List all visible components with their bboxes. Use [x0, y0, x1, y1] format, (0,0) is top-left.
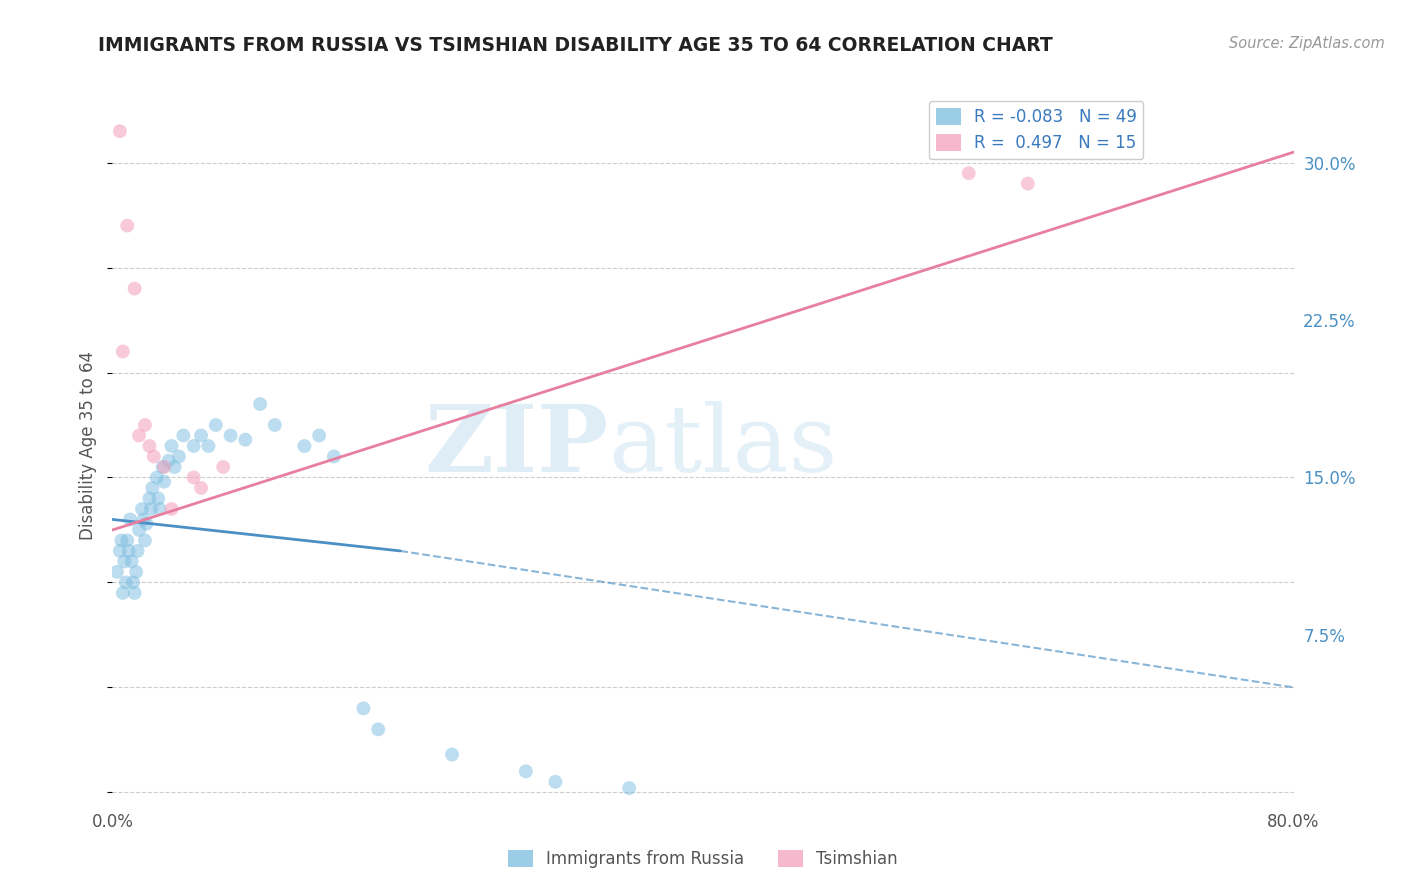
Point [160, 439, 183, 453]
Point [132, 512, 155, 526]
Point [127, 544, 149, 558]
Point [183, 470, 205, 484]
Point [124, 282, 146, 296]
Y-axis label: Disability Age 35 to 64: Disability Age 35 to 64 [79, 351, 97, 541]
Point [323, 450, 346, 464]
Point [167, 450, 190, 464]
Point [172, 428, 194, 442]
Point [157, 453, 180, 467]
Point [122, 575, 145, 590]
Point [114, 575, 136, 590]
Point [138, 491, 160, 506]
Point [118, 544, 141, 558]
Point [105, 565, 128, 579]
Legend: R = -0.083   N = 49, R =  0.497   N = 15: R = -0.083 N = 49, R = 0.497 N = 15 [929, 101, 1143, 159]
Point [135, 516, 157, 531]
Point [441, 747, 464, 762]
Point [163, 460, 186, 475]
Text: ZIP: ZIP [425, 401, 609, 491]
Point [139, 502, 162, 516]
Point [183, 439, 205, 453]
Point [1017, 177, 1039, 191]
Point [134, 417, 156, 432]
Point [367, 723, 389, 737]
Text: Source: ZipAtlas.com: Source: ZipAtlas.com [1229, 36, 1385, 51]
Point [205, 417, 228, 432]
Point [190, 481, 212, 495]
Point [138, 439, 160, 453]
Point [153, 460, 176, 475]
Point [292, 439, 315, 453]
Point [149, 502, 172, 516]
Point [190, 428, 212, 442]
Point [152, 460, 174, 475]
Point [619, 781, 641, 796]
Point [134, 533, 156, 548]
Point [957, 166, 980, 180]
Point [108, 124, 131, 138]
Point [117, 219, 138, 233]
Legend: Immigrants from Russia, Tsimshian: Immigrants from Russia, Tsimshian [502, 843, 904, 875]
Point [131, 502, 153, 516]
Point [110, 533, 132, 548]
Point [128, 523, 150, 537]
Point [264, 417, 287, 432]
Point [108, 544, 131, 558]
Point [124, 586, 146, 600]
Point [142, 450, 165, 464]
Text: IMMIGRANTS FROM RUSSIA VS TSIMSHIAN DISABILITY AGE 35 TO 64 CORRELATION CHART: IMMIGRANTS FROM RUSSIA VS TSIMSHIAN DISA… [98, 36, 1053, 54]
Point [141, 481, 163, 495]
Point [160, 502, 183, 516]
Point [111, 344, 134, 359]
Point [125, 565, 148, 579]
Point [219, 428, 242, 442]
Point [121, 554, 143, 568]
Point [197, 439, 219, 453]
Point [352, 701, 374, 715]
Point [212, 460, 235, 475]
Point [249, 397, 271, 411]
Point [112, 554, 135, 568]
Point [153, 475, 176, 489]
Point [146, 470, 169, 484]
Point [120, 512, 142, 526]
Point [544, 774, 567, 789]
Point [308, 428, 330, 442]
Point [117, 533, 138, 548]
Point [233, 433, 256, 447]
Point [148, 491, 170, 506]
Text: atlas: atlas [609, 401, 838, 491]
Point [128, 428, 150, 442]
Point [111, 586, 134, 600]
Point [515, 764, 537, 779]
